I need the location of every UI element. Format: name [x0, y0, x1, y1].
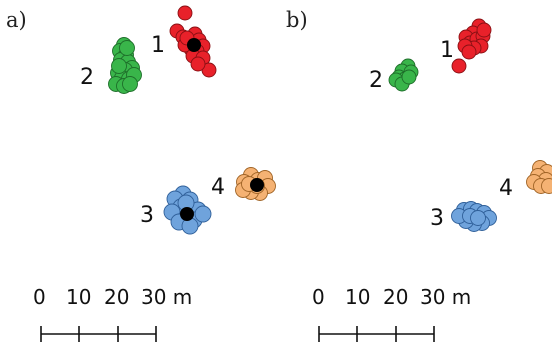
panel-a-cluster-2-label: 2 [80, 65, 94, 90]
cluster-point [541, 178, 552, 194]
cluster-point [190, 56, 206, 72]
cluster-point [476, 22, 492, 38]
scale-label-20: 20 [383, 285, 408, 309]
cluster-point [177, 5, 193, 21]
scale-label-0: 0 [312, 285, 325, 309]
cluster-center-marker [187, 38, 201, 52]
cluster-point [451, 58, 467, 74]
scale-label-10: 10 [345, 285, 370, 309]
scale-label-0: 0 [33, 285, 46, 309]
panel-a-cluster-4 [235, 167, 276, 201]
panel-b-cluster-2-label: 2 [369, 68, 383, 93]
cluster-point [122, 76, 138, 92]
cluster-center-marker [180, 207, 194, 221]
panel-b-cluster-1 [451, 18, 492, 74]
scale-label-10: 10 [66, 285, 91, 309]
panel-a-cluster-1 [169, 5, 217, 78]
panel-b-cluster-4 [526, 160, 552, 194]
cluster-point [470, 210, 486, 226]
cluster-point [401, 69, 417, 85]
panel-a-cluster-3-label: 3 [140, 203, 154, 228]
panel-b-cluster-4-label: 4 [499, 176, 513, 201]
panel-a-cluster-3 [163, 185, 212, 235]
cluster-point [111, 58, 127, 74]
panel-a-scale-bar: 0 10 20 30 m [33, 285, 192, 342]
cluster-point [119, 40, 135, 56]
scale-label-30m: 30 m [420, 285, 471, 309]
panel-b-cluster-3-label: 3 [430, 206, 444, 231]
panel-a-cluster-4-label: 4 [211, 175, 225, 200]
panel-b-cluster-3 [451, 201, 497, 232]
panel-a: a) 1 2 3 4 0 10 20 30 m [6, 5, 276, 342]
scale-label-30m: 30 m [141, 285, 192, 309]
cluster-point [461, 44, 477, 60]
panel-a-cluster-1-label: 1 [151, 33, 165, 58]
cluster-point [194, 205, 212, 223]
panel-b-cluster-2 [388, 58, 419, 92]
cluster-center-marker [250, 178, 264, 192]
scale-label-20: 20 [104, 285, 129, 309]
panel-b-label: b) [286, 8, 308, 32]
panel-a-cluster-2 [108, 37, 142, 94]
panel-b-scale-bar: 0 10 20 30 m [312, 285, 471, 342]
panel-b-cluster-1-label: 1 [440, 38, 454, 63]
panel-b: b) 1 2 3 4 0 10 20 30 m [286, 8, 552, 342]
panel-a-label: a) [6, 8, 27, 32]
